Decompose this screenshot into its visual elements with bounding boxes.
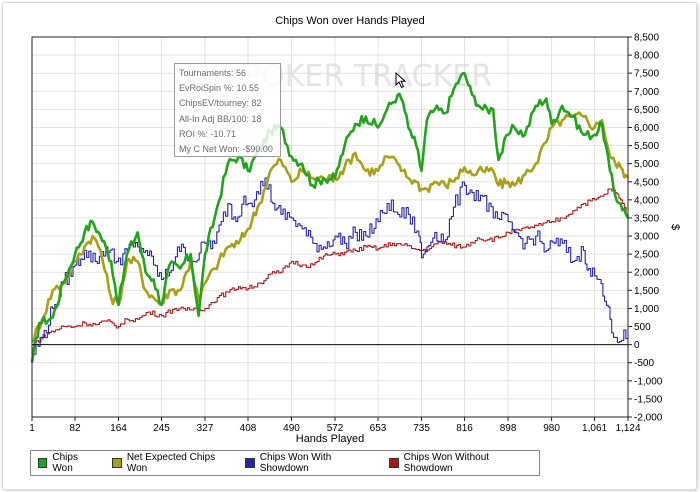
y-tick-label: 4,500 xyxy=(634,177,659,188)
watermark: POKER TRACKER xyxy=(243,59,492,94)
series-line-2 xyxy=(32,177,629,357)
y-tick-label: 3,000 xyxy=(634,232,659,243)
legend-item-without-showdown[interactable]: Chips Won Without Showdown xyxy=(389,452,531,474)
x-tick-label: 735 xyxy=(413,423,430,434)
mouse-cursor-icon xyxy=(395,72,407,89)
x-tick-label: 82 xyxy=(69,423,81,434)
y-tick-label: 6,000 xyxy=(634,123,659,134)
x-tick-label: 1,061 xyxy=(582,423,607,434)
x-tick-label: 327 xyxy=(197,423,214,434)
y-tick-label: 3,500 xyxy=(634,213,659,224)
stat-net-won: My C Net Won: -$90.00 xyxy=(179,144,273,155)
x-axis-title: Hands Played xyxy=(296,433,365,445)
stat-evroi: EvRoiSpin %: 10.55 xyxy=(179,83,260,94)
chart-title: Chips Won over Hands Played xyxy=(275,15,425,27)
legend-label: Chips Won xyxy=(52,452,78,474)
x-tick-label: 572 xyxy=(327,423,344,434)
legend-item-with-showdown[interactable]: Chips Won With Showdown xyxy=(245,452,374,474)
plot-border xyxy=(31,36,629,418)
x-tick-label: 1 xyxy=(29,423,35,434)
x-tick-label: 898 xyxy=(500,423,517,434)
legend-swatch xyxy=(112,458,122,468)
legend: Chips Won Net Expected Chips Won Chips W… xyxy=(30,450,540,476)
y-tick-label: 2,000 xyxy=(634,268,659,279)
series-line-3 xyxy=(32,188,629,346)
y-tick-label: 2,500 xyxy=(634,250,659,261)
y-tick-label: -500 xyxy=(634,358,654,369)
x-tick-label: 980 xyxy=(543,423,560,434)
stats-box: Tournaments: 56 EvRoiSpin %: 10.55 Chips… xyxy=(174,63,281,157)
x-tick-label: 164 xyxy=(110,423,127,434)
legend-swatch xyxy=(389,458,399,468)
legend-item-chips-won[interactable]: Chips Won xyxy=(38,452,97,474)
x-tick-labels: 1 82 164 245 327 408 490 572 653 735 816 898 980 1,06… xyxy=(29,423,641,434)
legend-swatch xyxy=(38,458,48,468)
y-tick-label: 4,000 xyxy=(634,195,659,206)
series-group xyxy=(30,71,630,363)
y-tick-label: 6,500 xyxy=(634,105,659,116)
stat-roi: ROI %: -10.71 xyxy=(179,128,237,139)
y-tick-label: 1,000 xyxy=(634,304,659,315)
x-tick-label: 490 xyxy=(283,423,300,434)
legend-label: Chips Won Without Showdown xyxy=(403,452,490,474)
x-tick-label: 245 xyxy=(153,423,170,434)
stat-allin: All-In Adj BB/100: 18 xyxy=(179,113,262,124)
y-tick-label: 5,000 xyxy=(634,159,659,170)
series-line-1 xyxy=(31,111,630,343)
series-line-0 xyxy=(30,71,630,363)
stat-tournaments: Tournaments: 56 xyxy=(179,68,247,78)
y-tick-label: 1,500 xyxy=(634,286,659,297)
legend-item-net-expected[interactable]: Net Expected Chips Won xyxy=(112,452,230,474)
y-tick-label: 5,500 xyxy=(634,141,659,152)
y-tick-label: 7,500 xyxy=(634,69,659,80)
y-tick-labels: 8,500 8,000 7,500 7,000 6,500 6,000 5,500 5,000… xyxy=(634,33,663,424)
y-tick-label: 8,000 xyxy=(634,51,659,62)
y-axis-title: $ xyxy=(669,224,681,230)
grid xyxy=(31,36,632,421)
y-tick-label: -2,000 xyxy=(634,413,663,424)
stat-chipsev: ChipsEV/tourney: 82 xyxy=(179,98,262,109)
y-tick-label: -1,000 xyxy=(634,376,663,387)
x-tick-label: 653 xyxy=(370,423,387,434)
y-tick-label: 8,500 xyxy=(634,33,659,44)
x-tick-label: 816 xyxy=(456,423,473,434)
y-tick-label: 7,000 xyxy=(634,87,659,98)
y-tick-label: -1,500 xyxy=(634,394,663,405)
x-tick-label: 408 xyxy=(240,423,257,434)
y-tick-label: 0 xyxy=(634,340,640,351)
x-tick-label: 1,124 xyxy=(615,423,640,434)
y-tick-label: 500 xyxy=(634,322,651,333)
legend-label: Chips Won With Showdown xyxy=(259,452,332,474)
legend-label: Net Expected Chips Won xyxy=(126,452,216,474)
legend-swatch xyxy=(245,458,255,468)
